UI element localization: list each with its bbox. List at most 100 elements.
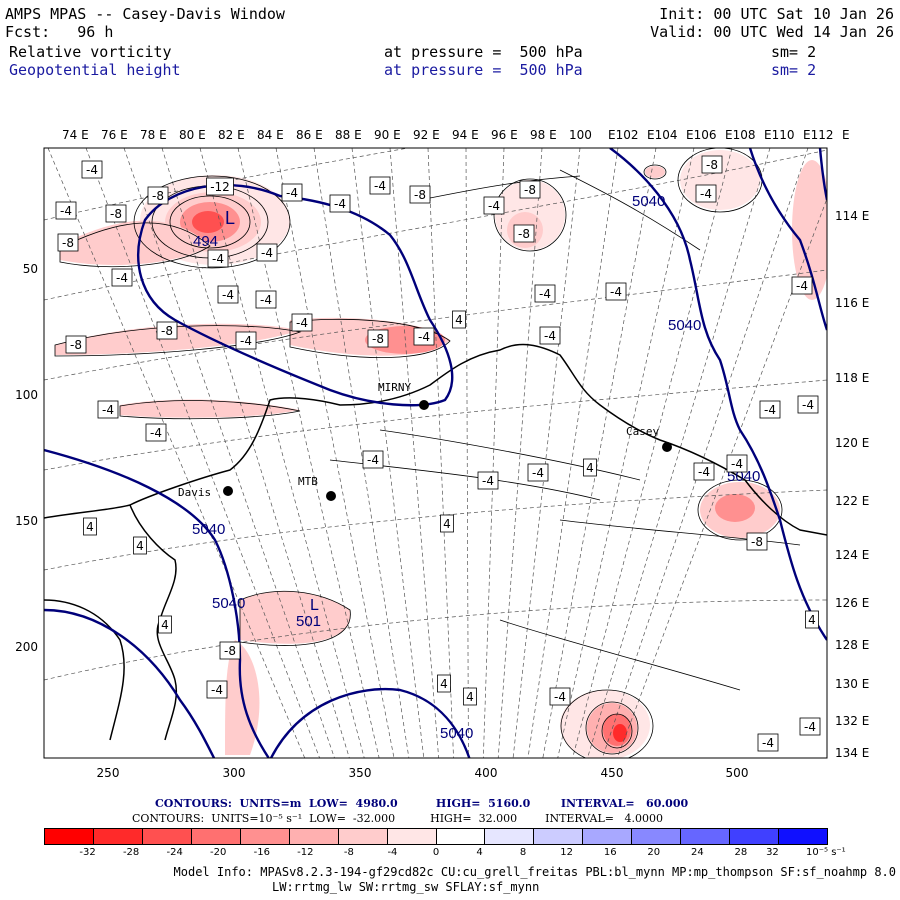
vorticity-contour-label: -4 bbox=[255, 290, 277, 309]
svg-text:-4: -4 bbox=[367, 453, 379, 467]
svg-text:-4: -4 bbox=[60, 204, 72, 218]
forecast-hour: Fcst: 96 h bbox=[5, 23, 114, 41]
station-marker-davis bbox=[223, 486, 233, 496]
vorticity-contour-label: -4 bbox=[693, 462, 715, 481]
colorbar-swatch bbox=[632, 829, 682, 844]
vorticity-shading bbox=[55, 150, 827, 758]
vorticity-contour-label: 4 bbox=[452, 310, 466, 329]
colorbar-swatch bbox=[93, 829, 143, 844]
vorticity-contour-label: 4 bbox=[437, 674, 451, 693]
colorbar-tick-label: 12 bbox=[560, 847, 574, 858]
svg-text:4: 4 bbox=[808, 613, 816, 627]
svg-text:-4: -4 bbox=[222, 288, 234, 302]
colorbar-tick-label: -8 bbox=[343, 847, 354, 858]
vorticity-contour-label: -4 bbox=[217, 285, 239, 304]
left-axis-labels: 50 100 150 200 bbox=[15, 262, 38, 654]
map-title: AMPS MPAS -- Casey-Davis Window bbox=[5, 5, 285, 23]
height-label: 5040 bbox=[440, 725, 473, 742]
svg-text:-8: -8 bbox=[414, 188, 426, 202]
vorticity-contour-label: -4 bbox=[757, 733, 779, 752]
vorticity-contour-label: -4 bbox=[726, 454, 748, 473]
vorticity-contour-label: -4 bbox=[55, 201, 77, 220]
top-lon-label: 100 bbox=[569, 128, 592, 142]
right-lon-label: 128 E bbox=[835, 638, 869, 652]
colorbar-swatch bbox=[338, 829, 388, 844]
vorticity-contour-label: -4 bbox=[477, 471, 499, 490]
model-info-line1: Model Info: MPASv8.2.3-194-gf29cd82c CU:… bbox=[173, 865, 896, 879]
valid-time: Valid: 00 UTC Wed 14 Jan 26 bbox=[650, 23, 894, 41]
vorticity-contour-label: -4 bbox=[145, 423, 167, 442]
colorbar-tick-label: 20 bbox=[647, 847, 661, 858]
svg-text:-4: -4 bbox=[116, 271, 128, 285]
vorticity-contour-label: -4 bbox=[235, 331, 257, 350]
svg-text:-8: -8 bbox=[751, 535, 763, 549]
top-lon-label: 98 E bbox=[530, 128, 557, 142]
bottom-axis-label: 400 bbox=[475, 766, 498, 780]
svg-text:-8: -8 bbox=[518, 227, 530, 241]
svg-text:-4: -4 bbox=[544, 329, 556, 343]
top-lon-label: 84 E bbox=[257, 128, 284, 142]
vorticity-contour-label: -4 bbox=[413, 327, 435, 346]
top-lon-label: E104 bbox=[647, 128, 678, 142]
top-lon-label: E bbox=[842, 128, 850, 142]
top-lon-label: 76 E bbox=[101, 128, 128, 142]
field1-name: Relative vorticity bbox=[9, 43, 172, 61]
svg-text:-4: -4 bbox=[211, 683, 223, 697]
vorticity-contour-label: 4 bbox=[805, 610, 819, 629]
colorbar-tick-label: -24 bbox=[166, 847, 183, 858]
vorticity-contour-label: -4 bbox=[111, 268, 133, 287]
svg-text:-4: -4 bbox=[286, 186, 298, 200]
svg-text:-4: -4 bbox=[764, 403, 776, 417]
vorticity-contour-label: -4 bbox=[362, 450, 384, 469]
vorticity-contour-label: 4 bbox=[133, 536, 147, 555]
height-label: 5040 bbox=[192, 521, 225, 538]
colorbar-tick-label: 16 bbox=[603, 847, 617, 858]
vorticity-contour-label: -8 bbox=[219, 641, 241, 660]
vorticity-contour-label: -4 bbox=[539, 326, 561, 345]
svg-text:4: 4 bbox=[586, 461, 594, 475]
height-label: 5040 bbox=[632, 193, 665, 210]
vorticity-contour-label: -4 bbox=[605, 282, 627, 301]
map-frame bbox=[43, 147, 828, 759]
svg-text:4: 4 bbox=[161, 618, 169, 632]
station-marker-casey bbox=[662, 442, 672, 452]
right-lon-label: 120 E bbox=[835, 436, 869, 450]
svg-text:4: 4 bbox=[440, 677, 448, 691]
svg-text:-8: -8 bbox=[110, 207, 122, 221]
vorticity-contour-label: 4 bbox=[440, 514, 454, 533]
svg-text:-4: -4 bbox=[488, 199, 500, 213]
height-contours bbox=[44, 148, 827, 758]
colorbar-tick-label: 32 bbox=[766, 847, 779, 858]
top-lon-label: E102 bbox=[608, 128, 639, 142]
top-lon-label: E108 bbox=[725, 128, 756, 142]
vorticity-contour-label: -4 bbox=[797, 395, 819, 414]
svg-text:-4: -4 bbox=[260, 293, 272, 307]
vorticity-contour-label: -8 bbox=[156, 321, 178, 340]
vorticity-contour-label: 4 bbox=[158, 615, 172, 634]
svg-text:-12: -12 bbox=[210, 180, 230, 194]
colorbar-swatch bbox=[191, 829, 241, 844]
vorticity-contour-label: 4 bbox=[583, 458, 597, 477]
svg-text:-4: -4 bbox=[374, 179, 386, 193]
svg-text:-4: -4 bbox=[539, 287, 551, 301]
station-marker-mtb bbox=[326, 491, 336, 501]
svg-text:-4: -4 bbox=[334, 197, 346, 211]
height-contour-legend: CONTOURS: UNITS=m LOW= 4980.0 HIGH= 5160… bbox=[155, 797, 689, 810]
field1-level: at pressure = 500 hPa bbox=[384, 43, 583, 61]
svg-text:4: 4 bbox=[455, 313, 463, 327]
svg-text:-4: -4 bbox=[554, 690, 566, 704]
vorticity-contour-label: -4 bbox=[759, 400, 781, 419]
svg-text:4: 4 bbox=[466, 690, 474, 704]
vorticity-contour-label: -4 bbox=[534, 284, 556, 303]
colorbar-swatch bbox=[534, 829, 584, 844]
top-lon-label: 90 E bbox=[374, 128, 401, 142]
vorticity-contour-label: -4 bbox=[527, 463, 549, 482]
top-lon-label: 94 E bbox=[452, 128, 479, 142]
station-label-mtb: MTB bbox=[298, 475, 318, 488]
vorticity-labels: -4 -4 -8 -8 -8 -12 -4 -4 -4 -8 -8 -4 -8 -4 -4 -4 -4 -4 -4 -… bbox=[55, 155, 821, 752]
vorticity-contour-label: -12 bbox=[206, 177, 234, 196]
left-axis-label: 50 bbox=[23, 262, 38, 276]
vorticity-contour-label: -8 bbox=[105, 204, 127, 223]
init-time: Init: 00 UTC Sat 10 Jan 26 bbox=[659, 5, 894, 23]
